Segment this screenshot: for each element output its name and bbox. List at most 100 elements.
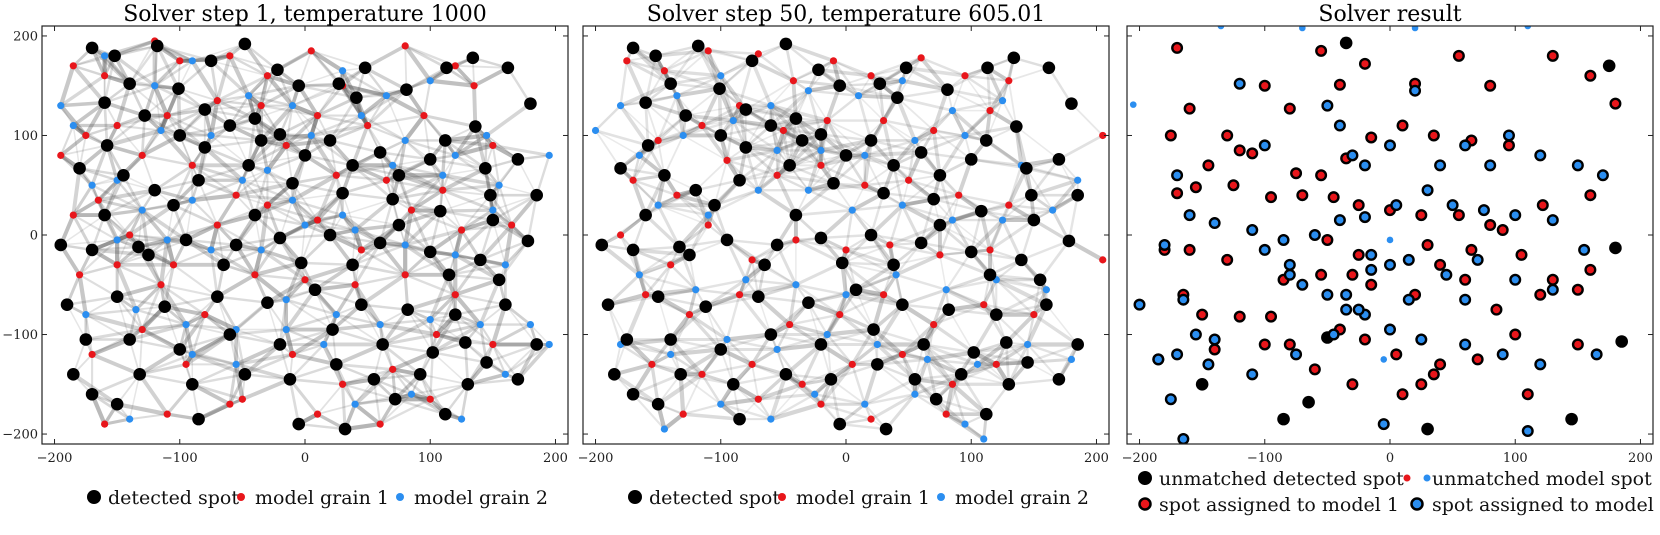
edge bbox=[630, 45, 673, 86]
edge bbox=[612, 362, 654, 377]
edge bbox=[669, 49, 710, 85]
edge bbox=[284, 138, 332, 148]
detected-spot-point bbox=[238, 368, 252, 381]
edge bbox=[719, 402, 773, 421]
edge bbox=[491, 323, 532, 346]
model-grain-1-point bbox=[226, 52, 234, 60]
detected-spot-point bbox=[795, 134, 809, 147]
edge bbox=[247, 84, 301, 98]
edge bbox=[700, 108, 748, 128]
edge bbox=[900, 78, 950, 92]
edge bbox=[718, 59, 754, 90]
edge bbox=[335, 363, 376, 381]
edge bbox=[90, 248, 151, 257]
model-grain-1-point bbox=[792, 236, 800, 244]
edge bbox=[875, 302, 905, 347]
edge bbox=[285, 298, 334, 331]
edge bbox=[726, 338, 735, 386]
edge bbox=[717, 86, 723, 138]
detected-spot-point bbox=[426, 346, 440, 359]
edge bbox=[638, 264, 672, 276]
edge bbox=[128, 233, 169, 242]
detected-spot-point bbox=[198, 141, 212, 154]
edge bbox=[404, 253, 457, 276]
edge bbox=[913, 373, 963, 381]
model-grain-2-point bbox=[282, 296, 290, 304]
detected-spot-point bbox=[887, 258, 900, 272]
model-grain-1-point bbox=[898, 350, 906, 359]
edge bbox=[869, 139, 923, 154]
edge bbox=[704, 278, 748, 309]
assigned-model-2-point bbox=[1296, 278, 1309, 291]
edge bbox=[284, 327, 295, 357]
detected-spot-point bbox=[1052, 153, 1066, 166]
edge bbox=[644, 101, 650, 147]
edge bbox=[153, 59, 194, 87]
edge bbox=[869, 392, 917, 421]
assigned-model-1-point bbox=[1546, 273, 1559, 286]
model-grain-1-point bbox=[213, 97, 221, 105]
model-grain-2-point bbox=[501, 261, 509, 269]
detected-spot-point bbox=[974, 204, 988, 218]
edge bbox=[379, 393, 413, 425]
edge bbox=[243, 353, 294, 376]
edge bbox=[850, 342, 879, 367]
detected-spot-point bbox=[714, 129, 728, 142]
edge bbox=[153, 163, 194, 192]
detected-spot-point bbox=[1025, 188, 1038, 202]
detected-spot-point bbox=[400, 83, 413, 96]
edge bbox=[1030, 158, 1061, 197]
edge bbox=[366, 94, 388, 127]
edge bbox=[751, 363, 760, 401]
edge bbox=[153, 59, 182, 88]
edge bbox=[1025, 302, 1049, 347]
edge bbox=[360, 303, 409, 311]
edge bbox=[725, 238, 779, 247]
assigned-model-2-point bbox=[1534, 358, 1547, 371]
edge bbox=[913, 139, 942, 177]
edge bbox=[215, 193, 238, 227]
edge bbox=[185, 295, 219, 326]
edge bbox=[682, 403, 722, 416]
edge bbox=[888, 203, 904, 247]
edge bbox=[1024, 166, 1080, 182]
x-tick-label: −100 bbox=[703, 451, 739, 466]
model-grain-2-point bbox=[898, 201, 906, 209]
detected-spot-point bbox=[983, 268, 997, 282]
edge bbox=[474, 125, 519, 161]
edge bbox=[453, 258, 482, 297]
edge bbox=[215, 295, 238, 331]
detected-spot-point bbox=[1065, 97, 1078, 110]
edge bbox=[491, 144, 501, 187]
detected-spot-point bbox=[914, 236, 928, 250]
edge bbox=[253, 236, 282, 277]
edge bbox=[895, 95, 917, 143]
assigned-model-1-point bbox=[1584, 69, 1597, 82]
detected-spot-point bbox=[185, 377, 199, 391]
edge bbox=[947, 308, 975, 354]
edge bbox=[209, 59, 251, 98]
edge bbox=[316, 114, 369, 127]
assigned-model-2-point bbox=[1484, 159, 1497, 172]
edge bbox=[1045, 303, 1079, 346]
edge bbox=[291, 84, 344, 107]
edge bbox=[769, 103, 804, 143]
detected-spot-point bbox=[323, 134, 337, 147]
detected-spot-point bbox=[466, 51, 480, 65]
edge bbox=[140, 208, 151, 257]
edge bbox=[391, 368, 413, 396]
plot-area bbox=[591, 37, 1107, 443]
edge bbox=[770, 383, 803, 420]
detected-spot-point bbox=[440, 61, 453, 75]
edge bbox=[986, 66, 992, 112]
model-grain-2-point bbox=[667, 350, 675, 359]
model-grain-1-point bbox=[75, 271, 84, 279]
edge bbox=[159, 283, 207, 316]
edge bbox=[234, 342, 282, 367]
edge bbox=[197, 179, 219, 226]
model-grain-1-point bbox=[748, 256, 756, 264]
edge bbox=[782, 89, 810, 132]
edge bbox=[913, 372, 963, 396]
model-grain-1-point bbox=[426, 395, 434, 403]
